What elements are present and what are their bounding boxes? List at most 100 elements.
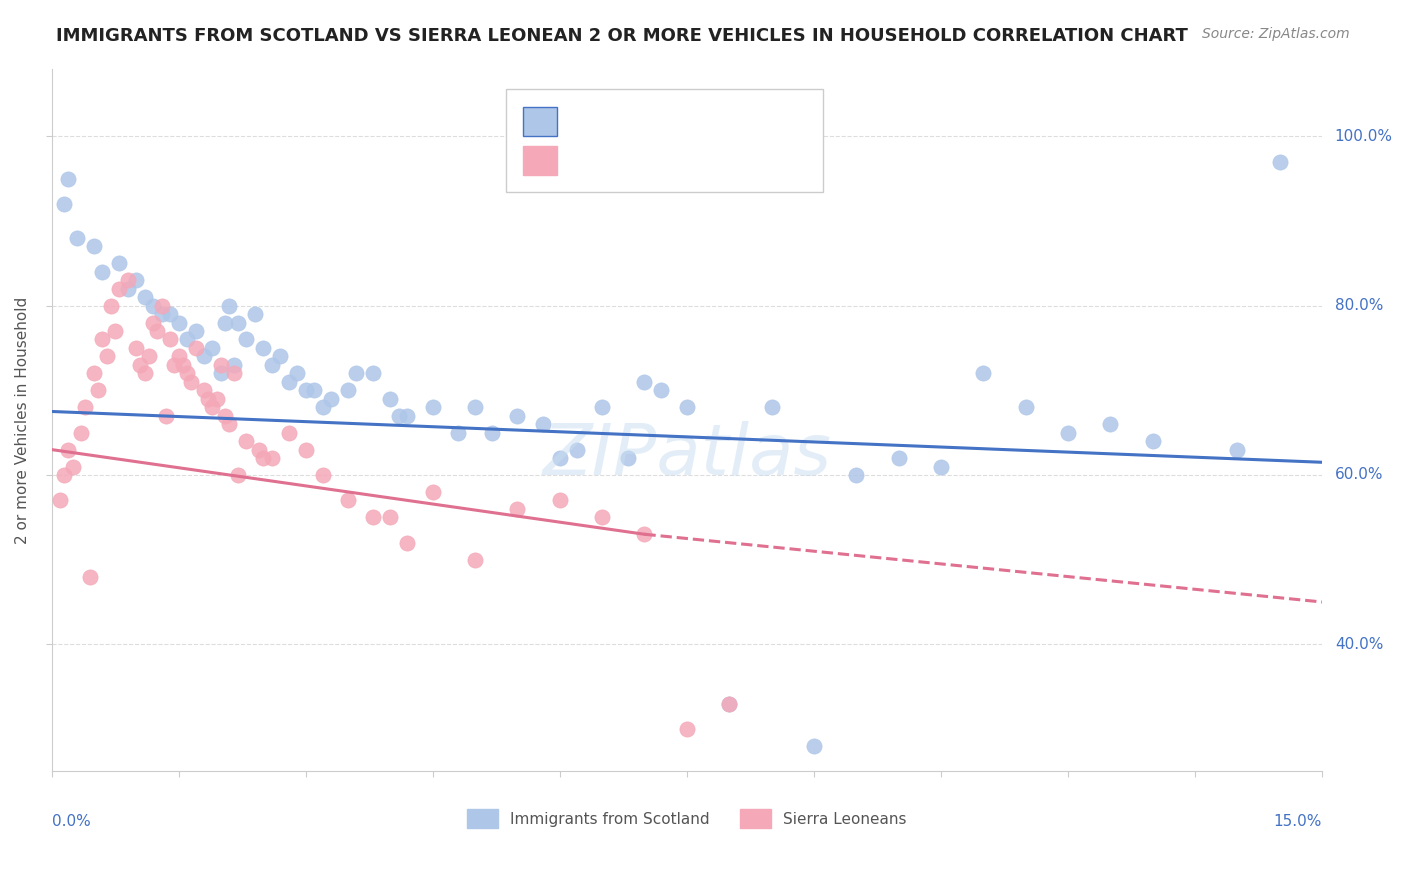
Point bbox=[548, 451, 571, 466]
Point bbox=[396, 535, 419, 549]
Point bbox=[172, 358, 194, 372]
Point bbox=[150, 307, 173, 321]
Point bbox=[1142, 434, 1164, 449]
Point bbox=[134, 367, 156, 381]
Point bbox=[53, 467, 76, 482]
Text: 40.0%: 40.0% bbox=[1334, 637, 1384, 652]
Text: IMMIGRANTS FROM SCOTLAND VS SIERRA LEONEAN 2 OR MORE VEHICLES IN HOUSEHOLD CORRE: IMMIGRANTS FROM SCOTLAND VS SIERRA LEONE… bbox=[56, 27, 1188, 45]
Text: 15.0%: 15.0% bbox=[1274, 814, 1322, 829]
Point bbox=[91, 333, 114, 347]
Point bbox=[675, 401, 697, 415]
Point bbox=[616, 451, 638, 466]
Point bbox=[129, 358, 152, 372]
Point bbox=[159, 333, 181, 347]
Point bbox=[108, 282, 131, 296]
Point bbox=[396, 409, 419, 423]
Text: R =  -0.114   N = 58: R = -0.114 N = 58 bbox=[562, 152, 761, 169]
Text: Source: ZipAtlas.com: Source: ZipAtlas.com bbox=[1202, 27, 1350, 41]
Point bbox=[201, 341, 224, 355]
Point bbox=[761, 401, 783, 415]
Point bbox=[108, 256, 131, 270]
Point bbox=[193, 384, 215, 398]
Point bbox=[247, 442, 270, 457]
Point bbox=[363, 367, 385, 381]
Point bbox=[159, 307, 181, 321]
Point bbox=[184, 341, 207, 355]
Point bbox=[125, 341, 148, 355]
Point bbox=[302, 384, 325, 398]
Point bbox=[252, 341, 274, 355]
Point bbox=[337, 384, 360, 398]
Point bbox=[1226, 442, 1249, 457]
Point bbox=[464, 552, 486, 566]
Point bbox=[222, 358, 245, 372]
Point bbox=[388, 409, 411, 423]
Legend: Immigrants from Scotland, Sierra Leoneans: Immigrants from Scotland, Sierra Leonean… bbox=[461, 803, 912, 834]
Point bbox=[53, 197, 76, 211]
Point bbox=[142, 316, 165, 330]
Point bbox=[205, 392, 228, 406]
Point bbox=[319, 392, 342, 406]
Point bbox=[222, 367, 245, 381]
Point bbox=[176, 333, 198, 347]
Point bbox=[633, 527, 655, 541]
Point bbox=[155, 409, 177, 423]
Point bbox=[718, 697, 741, 711]
Point bbox=[83, 239, 105, 253]
Point bbox=[337, 493, 360, 508]
Point bbox=[252, 451, 274, 466]
Point bbox=[96, 350, 118, 364]
Point bbox=[1099, 417, 1122, 432]
Point bbox=[260, 451, 283, 466]
Point bbox=[226, 467, 249, 482]
Point bbox=[277, 425, 299, 440]
Point bbox=[1057, 425, 1080, 440]
Point bbox=[447, 425, 470, 440]
Point bbox=[49, 493, 72, 508]
Point bbox=[201, 401, 224, 415]
Point bbox=[83, 367, 105, 381]
Point bbox=[226, 316, 249, 330]
Point bbox=[565, 442, 588, 457]
Point bbox=[66, 231, 89, 245]
Point bbox=[506, 501, 529, 516]
Point bbox=[214, 409, 236, 423]
Point bbox=[218, 299, 240, 313]
Text: 80.0%: 80.0% bbox=[1334, 298, 1384, 313]
Point bbox=[294, 442, 316, 457]
Text: ZIPatlas: ZIPatlas bbox=[543, 421, 831, 490]
Point bbox=[62, 459, 84, 474]
Point bbox=[311, 467, 333, 482]
Point bbox=[163, 358, 186, 372]
Point bbox=[125, 273, 148, 287]
Point bbox=[176, 367, 198, 381]
Point bbox=[929, 459, 952, 474]
Text: 100.0%: 100.0% bbox=[1334, 128, 1393, 144]
Point bbox=[138, 350, 160, 364]
Point bbox=[887, 451, 910, 466]
Point bbox=[180, 375, 202, 389]
Point bbox=[134, 290, 156, 304]
Point bbox=[675, 722, 697, 736]
Point bbox=[422, 484, 444, 499]
Point bbox=[294, 384, 316, 398]
Point bbox=[209, 358, 232, 372]
Point bbox=[91, 265, 114, 279]
Point bbox=[311, 401, 333, 415]
Point bbox=[117, 273, 139, 287]
Text: 0.0%: 0.0% bbox=[52, 814, 90, 829]
Text: 60.0%: 60.0% bbox=[1334, 467, 1384, 483]
Point bbox=[1268, 154, 1291, 169]
Point bbox=[58, 171, 80, 186]
Point bbox=[146, 324, 169, 338]
Point bbox=[75, 401, 97, 415]
Point bbox=[235, 434, 257, 449]
Point bbox=[269, 350, 291, 364]
Point bbox=[548, 493, 571, 508]
Point bbox=[235, 333, 257, 347]
Point bbox=[117, 282, 139, 296]
Point bbox=[142, 299, 165, 313]
Point bbox=[197, 392, 219, 406]
Point bbox=[260, 358, 283, 372]
Point bbox=[346, 367, 368, 381]
